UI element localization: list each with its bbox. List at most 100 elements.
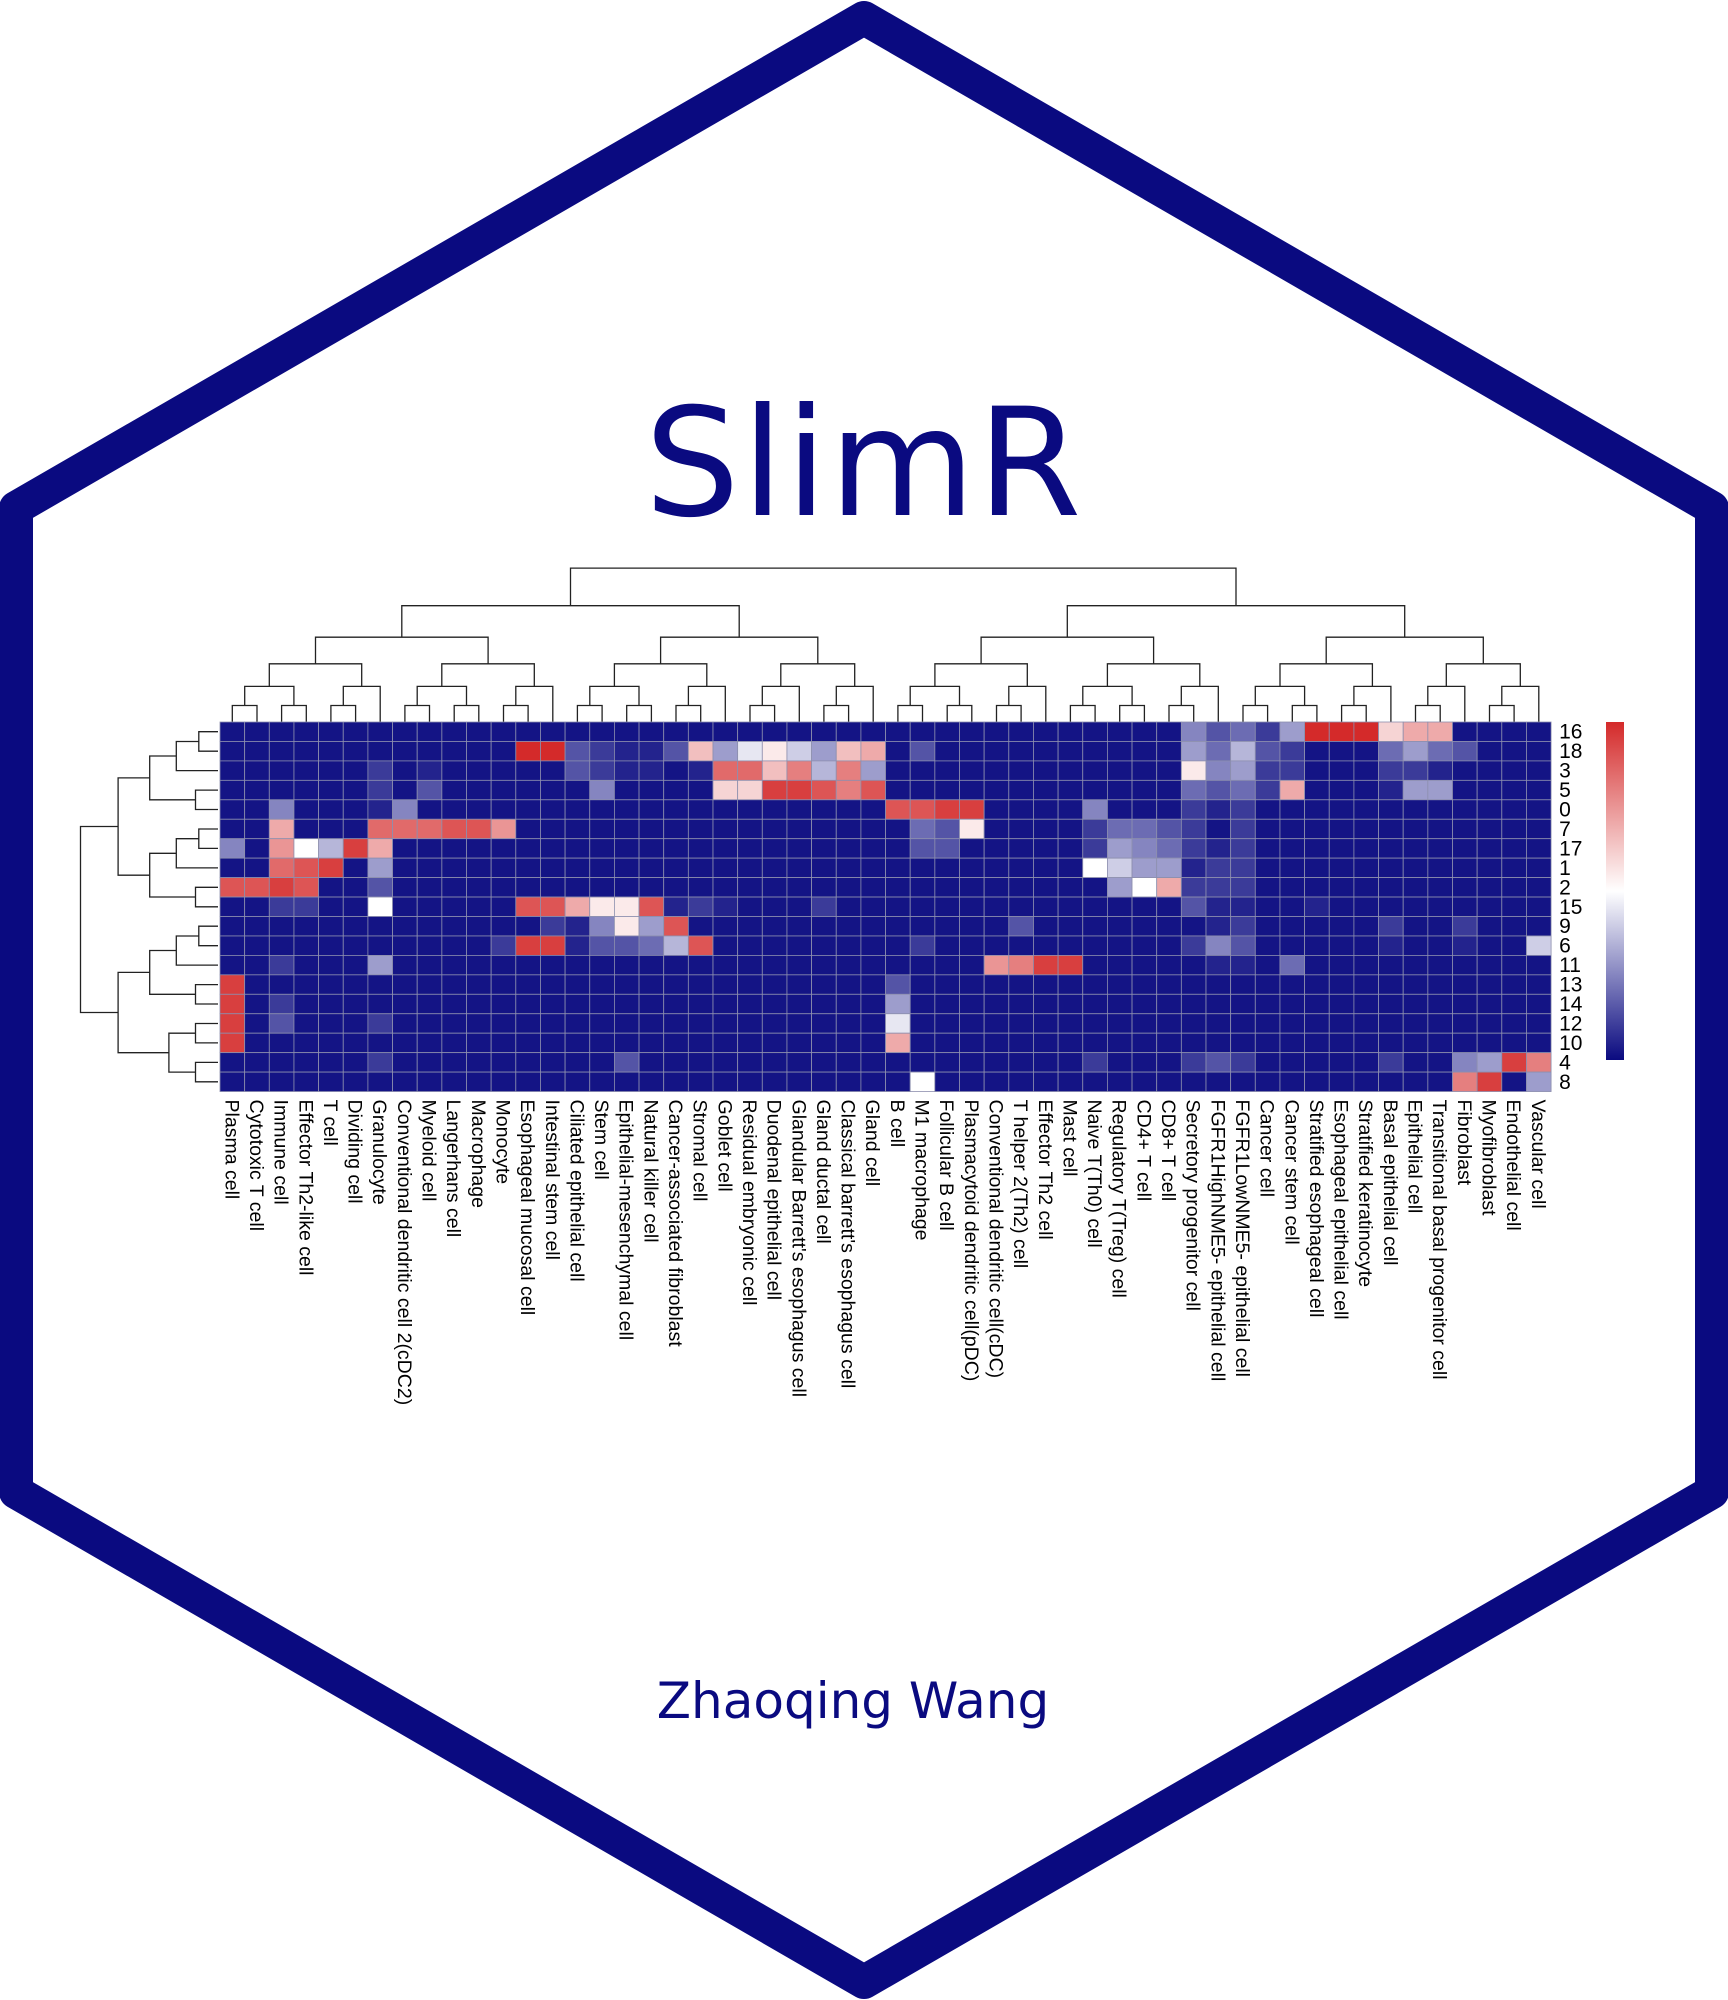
heatmap-cell	[1526, 935, 1552, 956]
heatmap-cell	[1082, 760, 1108, 781]
heatmap-cell	[1279, 760, 1305, 781]
heatmap-cell	[1378, 877, 1404, 898]
heatmap-cell	[761, 974, 788, 995]
heatmap-cell	[1156, 799, 1182, 820]
heatmap-cell	[1279, 1032, 1305, 1054]
heatmap-cell	[638, 799, 665, 820]
heatmap-cell	[983, 1032, 1010, 1054]
heatmap-cell	[786, 741, 813, 762]
heatmap-cell	[1254, 838, 1281, 859]
heatmap-cell	[1328, 760, 1355, 781]
heatmap-cell	[1156, 1032, 1182, 1054]
heatmap-cell	[761, 1071, 788, 1092]
heatmap-cell	[367, 721, 393, 742]
heatmap-cell	[367, 818, 393, 840]
heatmap-cell	[1279, 974, 1305, 995]
heatmap-cell	[466, 1071, 492, 1092]
heatmap-cell	[959, 838, 985, 859]
heatmap-cell	[959, 721, 985, 742]
heatmap-cell	[909, 760, 936, 781]
heatmap-cell	[737, 838, 763, 859]
heatmap-cell	[1526, 877, 1552, 898]
heatmap-cell	[244, 1052, 270, 1073]
heatmap-cell	[564, 1013, 591, 1034]
column-label: Gland cell	[861, 1100, 883, 1187]
heatmap-cell	[1304, 1013, 1330, 1034]
heatmap-cell	[1452, 721, 1478, 742]
heatmap-cell	[466, 779, 492, 801]
heatmap-cell	[1279, 955, 1305, 976]
heatmap-cell	[367, 896, 393, 917]
heatmap-cell	[811, 955, 837, 976]
heatmap-cell	[466, 799, 492, 820]
row-label: 16	[1559, 721, 1582, 744]
heatmap-cell	[1057, 935, 1084, 956]
heatmap-cell	[811, 741, 837, 762]
heatmap-cell	[293, 993, 320, 1015]
heatmap-cell	[1107, 955, 1133, 976]
heatmap-cell	[1304, 721, 1330, 742]
heatmap-cell	[1057, 955, 1084, 976]
column-label: Monocyte	[491, 1100, 513, 1185]
heatmap-cell	[318, 993, 344, 1015]
heatmap-cell	[1033, 1071, 1059, 1092]
heatmap-cell	[614, 1032, 640, 1054]
heatmap-cell	[737, 1071, 763, 1092]
heatmap-cell	[392, 896, 418, 917]
heatmap-cell	[318, 896, 344, 917]
heatmap-cell	[293, 1013, 320, 1034]
heatmap-cell	[909, 838, 936, 859]
heatmap-cell	[490, 1032, 517, 1054]
column-label: Myeloid cell	[418, 1100, 440, 1202]
heatmap-cell	[687, 916, 714, 937]
heatmap-cell	[786, 955, 813, 976]
heatmap-cell	[1353, 955, 1379, 976]
heatmap-cell	[1378, 1032, 1404, 1054]
heatmap-cell	[687, 818, 714, 840]
heatmap-cell	[1205, 1071, 1232, 1092]
heatmap-cell	[638, 1013, 665, 1034]
heatmap-cell	[786, 1032, 813, 1054]
heatmap-cell	[1501, 838, 1527, 859]
heatmap-cell	[614, 1071, 640, 1092]
heatmap-cell	[589, 993, 615, 1015]
heatmap-cell	[219, 779, 246, 801]
heatmap-cell	[244, 1013, 270, 1034]
heatmap-cell	[835, 857, 862, 879]
heatmap-cell	[983, 818, 1010, 840]
heatmap-cell	[835, 838, 862, 859]
heatmap-cell	[1230, 1052, 1256, 1073]
heatmap-cell	[515, 818, 541, 840]
heatmap-cell	[490, 955, 517, 976]
column-label: Regulatory T(Treg) cell	[1108, 1100, 1130, 1298]
heatmap-cell	[441, 838, 467, 859]
heatmap-cell	[934, 993, 960, 1015]
heatmap-cell	[1402, 1052, 1429, 1073]
heatmap-cell	[1476, 955, 1503, 976]
heatmap-cell	[1230, 857, 1256, 879]
heatmap-cell	[392, 721, 418, 742]
heatmap-cell	[638, 1071, 665, 1092]
heatmap-cell	[466, 974, 492, 995]
heatmap-cell	[392, 955, 418, 976]
heatmap-cell	[1402, 760, 1429, 781]
heatmap-cell	[268, 896, 295, 917]
heatmap-cell	[1526, 955, 1552, 976]
heatmap-cell	[663, 1071, 689, 1092]
heatmap-cell	[293, 1032, 320, 1054]
heatmap-cell	[1131, 916, 1158, 937]
heatmap-cell	[416, 779, 443, 801]
heatmap-cell	[1131, 760, 1158, 781]
row-label: 13	[1559, 974, 1582, 997]
heatmap-cell	[466, 877, 492, 898]
heatmap-cell	[909, 916, 936, 937]
heatmap-cell	[1279, 838, 1305, 859]
heatmap-cell	[367, 993, 393, 1015]
heatmap-cell	[860, 955, 886, 976]
heatmap-cell	[786, 838, 813, 859]
heatmap-cell	[1501, 857, 1527, 879]
heatmap-cell	[1501, 1013, 1527, 1034]
heatmap-cell	[1033, 760, 1059, 781]
heatmap-cell	[1501, 760, 1527, 781]
heatmap-cell	[1378, 916, 1404, 937]
